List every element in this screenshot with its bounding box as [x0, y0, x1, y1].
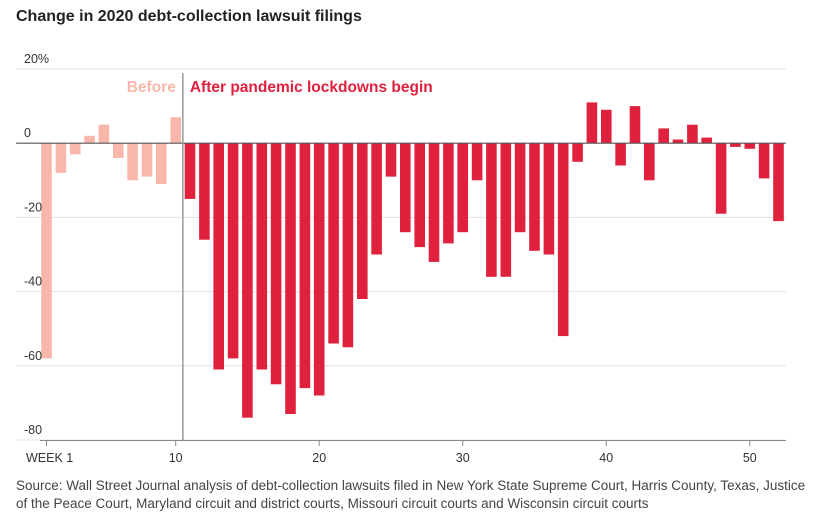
gridlines: [16, 68, 786, 441]
bar-week-13: [213, 143, 224, 370]
y-tick-label: 20%: [24, 52, 49, 66]
axis-labels: 20% 0 -20 -40 -60 -80 WEEK 1 10 20 30 40 50: [24, 52, 757, 465]
annotation-before: Before: [127, 79, 176, 96]
bar-week-25: [385, 143, 397, 177]
bar-week-5: [98, 124, 110, 144]
bar-week-37: [557, 143, 569, 337]
bar-week-19: [299, 143, 311, 389]
bar-week-3: [69, 143, 81, 155]
y-tick-label: -60: [24, 349, 42, 363]
bar-week-21: [328, 143, 339, 344]
x-tick-label: 20: [312, 451, 326, 465]
x-tick-label: 30: [456, 451, 470, 465]
bar-week-23: [357, 143, 368, 299]
bar-week-34: [514, 143, 526, 233]
bar-week-24: [371, 143, 382, 255]
y-tick-label: 0: [24, 126, 31, 140]
bar-week-7: [127, 143, 138, 181]
bar-week-46: [687, 124, 698, 144]
y-tick-label: -40: [24, 275, 42, 289]
bar-week-4: [84, 135, 95, 144]
bar-week-12: [199, 143, 210, 240]
bar-week-45: [672, 139, 684, 144]
source-note: Source: Wall Street Journal analysis of …: [16, 478, 806, 511]
bar-week-28: [428, 143, 440, 262]
bars: [41, 102, 784, 418]
bar-week-15: [242, 143, 253, 418]
x-tick-label: 40: [599, 451, 613, 465]
bar-week-8: [141, 143, 153, 177]
bar-week-9: [156, 143, 167, 184]
annotation-after: After pandemic lockdowns begin: [190, 79, 433, 96]
bar-week-14: [227, 143, 239, 359]
bar-week-35: [529, 143, 540, 251]
bar-week-42: [629, 106, 641, 144]
bar-week-6: [113, 143, 124, 158]
bar-week-41: [615, 143, 626, 166]
bar-week-52: [773, 143, 784, 222]
bar-week-16: [256, 143, 268, 370]
y-tick-label: -20: [24, 200, 42, 214]
bar-week-29: [443, 143, 454, 244]
bar-week-44: [658, 128, 669, 144]
bar-week-32: [486, 143, 497, 277]
axes: [16, 73, 786, 446]
y-tick-label: -80: [24, 423, 42, 437]
bar-week-31: [471, 143, 483, 181]
chart-title: Change in 2020 debt-collection lawsuit f…: [16, 8, 362, 25]
bar-week-48: [715, 143, 727, 214]
x-tick-label: 10: [169, 451, 183, 465]
bar-week-51: [758, 143, 770, 179]
bar-week-47: [701, 137, 712, 144]
bar-week-49: [730, 143, 741, 147]
x-tick-label: WEEK 1: [26, 451, 73, 465]
bar-week-22: [342, 143, 354, 348]
bar-week-50: [744, 143, 756, 149]
bar-week-33: [500, 143, 512, 277]
bar-week-39: [586, 102, 598, 144]
bar-week-20: [313, 143, 325, 396]
bar-week-11: [184, 143, 196, 199]
bar-week-27: [414, 143, 425, 248]
bar-week-38: [572, 143, 583, 162]
bar-week-30: [457, 143, 468, 233]
bar-week-17: [270, 143, 282, 385]
bar-week-2: [55, 143, 67, 173]
x-tick-label: 50: [743, 451, 757, 465]
bar-week-26: [400, 143, 411, 233]
bar-week-18: [285, 143, 296, 414]
bar-week-36: [543, 143, 555, 255]
bar-week-40: [601, 109, 612, 144]
bar-week-10: [170, 117, 181, 144]
bar-week-1: [41, 143, 52, 359]
bar-week-43: [644, 143, 655, 181]
